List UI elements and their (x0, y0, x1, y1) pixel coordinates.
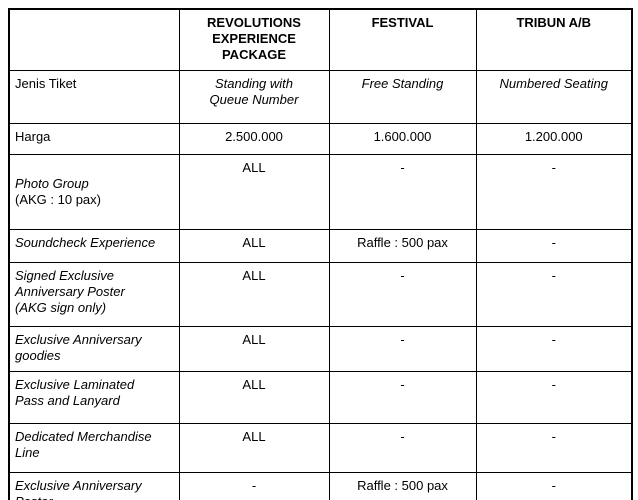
value-cell-revolutions: ALL (178, 228, 330, 263)
value-cell-festival: Raffle : 500 pax (328, 471, 477, 500)
ticket-pricing-table: REVOLUTIONS EXPERIENCE PACKAGE FESTIVAL … (8, 8, 633, 500)
value-cell-festival: Free Standing (328, 69, 477, 124)
row-jenis-tiket: Jenis Tiket Standing with Queue Number F… (8, 69, 633, 124)
row-sublabel-text: (AKG : 10 pax) (15, 191, 101, 207)
value-cell-festival: 1.600.000 (328, 122, 477, 155)
corner-cell (8, 8, 180, 71)
row-label-goodies: Exclusive Anniversary goodies (8, 325, 180, 372)
value-cell-revolutions: ALL (178, 261, 330, 327)
row-label-signed-poster: Signed Exclusive Anniversary Poster (AKG… (8, 261, 180, 327)
value-cell-revolutions: ALL (178, 325, 330, 372)
value-cell-festival: - (328, 370, 477, 424)
row-label-merchandise-line: Dedicated Merchandise Line (8, 422, 180, 473)
value-cell-revolutions: 2.500.000 (178, 122, 330, 155)
row-label-text: Photo Group (15, 175, 89, 191)
row-anniversary-goodies: Exclusive Anniversary goodies ALL - - (8, 325, 633, 372)
value-cell-revolutions: ALL (178, 422, 330, 473)
row-label-laminated-pass: Exclusive Laminated Pass and Lanyard (8, 370, 180, 424)
column-header-tribun-ab: TRIBUN A/B (475, 8, 633, 71)
row-photo-group: Photo Group (AKG : 10 pax) ALL - - (8, 153, 633, 230)
value-cell-festival: - (328, 153, 477, 230)
column-header-revolutions-package: REVOLUTIONS EXPERIENCE PACKAGE (178, 8, 330, 71)
row-anniversary-poster: Exclusive Anniversary Poster - Raffle : … (8, 471, 633, 500)
value-cell-tribun: 1.200.000 (475, 122, 633, 155)
row-label-anniversary-poster: Exclusive Anniversary Poster (8, 471, 180, 500)
row-merchandise-line: Dedicated Merchandise Line ALL - - (8, 422, 633, 473)
row-signed-anniversary-poster: Signed Exclusive Anniversary Poster (AKG… (8, 261, 633, 327)
value-cell-festival: Raffle : 500 pax (328, 228, 477, 263)
value-cell-revolutions: - (178, 471, 330, 500)
value-cell-festival: - (328, 261, 477, 327)
table-header-row: REVOLUTIONS EXPERIENCE PACKAGE FESTIVAL … (8, 8, 633, 71)
value-cell-tribun: - (475, 261, 633, 327)
value-cell-tribun: Numbered Seating (475, 69, 633, 124)
value-cell-tribun: - (475, 422, 633, 473)
value-cell-tribun: - (475, 228, 633, 263)
column-header-festival: FESTIVAL (328, 8, 477, 71)
value-cell-tribun: - (475, 471, 633, 500)
value-cell-revolutions: ALL (178, 153, 330, 230)
row-laminated-pass-lanyard: Exclusive Laminated Pass and Lanyard ALL… (8, 370, 633, 424)
value-cell-tribun: - (475, 370, 633, 424)
row-label-photo-group: Photo Group (AKG : 10 pax) (8, 153, 180, 230)
value-cell-tribun: - (475, 153, 633, 230)
row-soundcheck-experience: Soundcheck Experience ALL Raffle : 500 p… (8, 228, 633, 263)
row-label-soundcheck: Soundcheck Experience (8, 228, 180, 263)
row-label-jenis-tiket: Jenis Tiket (8, 69, 180, 124)
value-cell-revolutions: ALL (178, 370, 330, 424)
row-label-harga: Harga (8, 122, 180, 155)
value-cell-festival: - (328, 325, 477, 372)
value-cell-revolutions: Standing with Queue Number (178, 69, 330, 124)
value-cell-tribun: - (475, 325, 633, 372)
value-cell-festival: - (328, 422, 477, 473)
row-harga: Harga 2.500.000 1.600.000 1.200.000 (8, 122, 633, 155)
